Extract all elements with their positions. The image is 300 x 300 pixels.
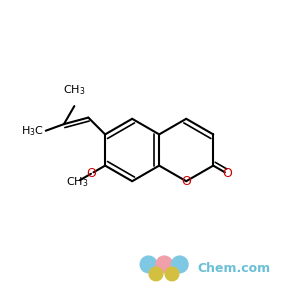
Circle shape [165, 267, 179, 281]
Text: O: O [223, 167, 232, 180]
Text: O: O [181, 175, 191, 188]
Circle shape [149, 267, 163, 281]
Text: CH$_3$: CH$_3$ [63, 83, 86, 97]
Text: Chem.com: Chem.com [198, 262, 271, 275]
Circle shape [171, 256, 188, 273]
Text: CH$_3$: CH$_3$ [66, 175, 88, 189]
Text: O: O [86, 167, 96, 180]
Circle shape [156, 256, 172, 273]
Text: H$_3$C: H$_3$C [21, 124, 44, 138]
Circle shape [140, 256, 157, 273]
